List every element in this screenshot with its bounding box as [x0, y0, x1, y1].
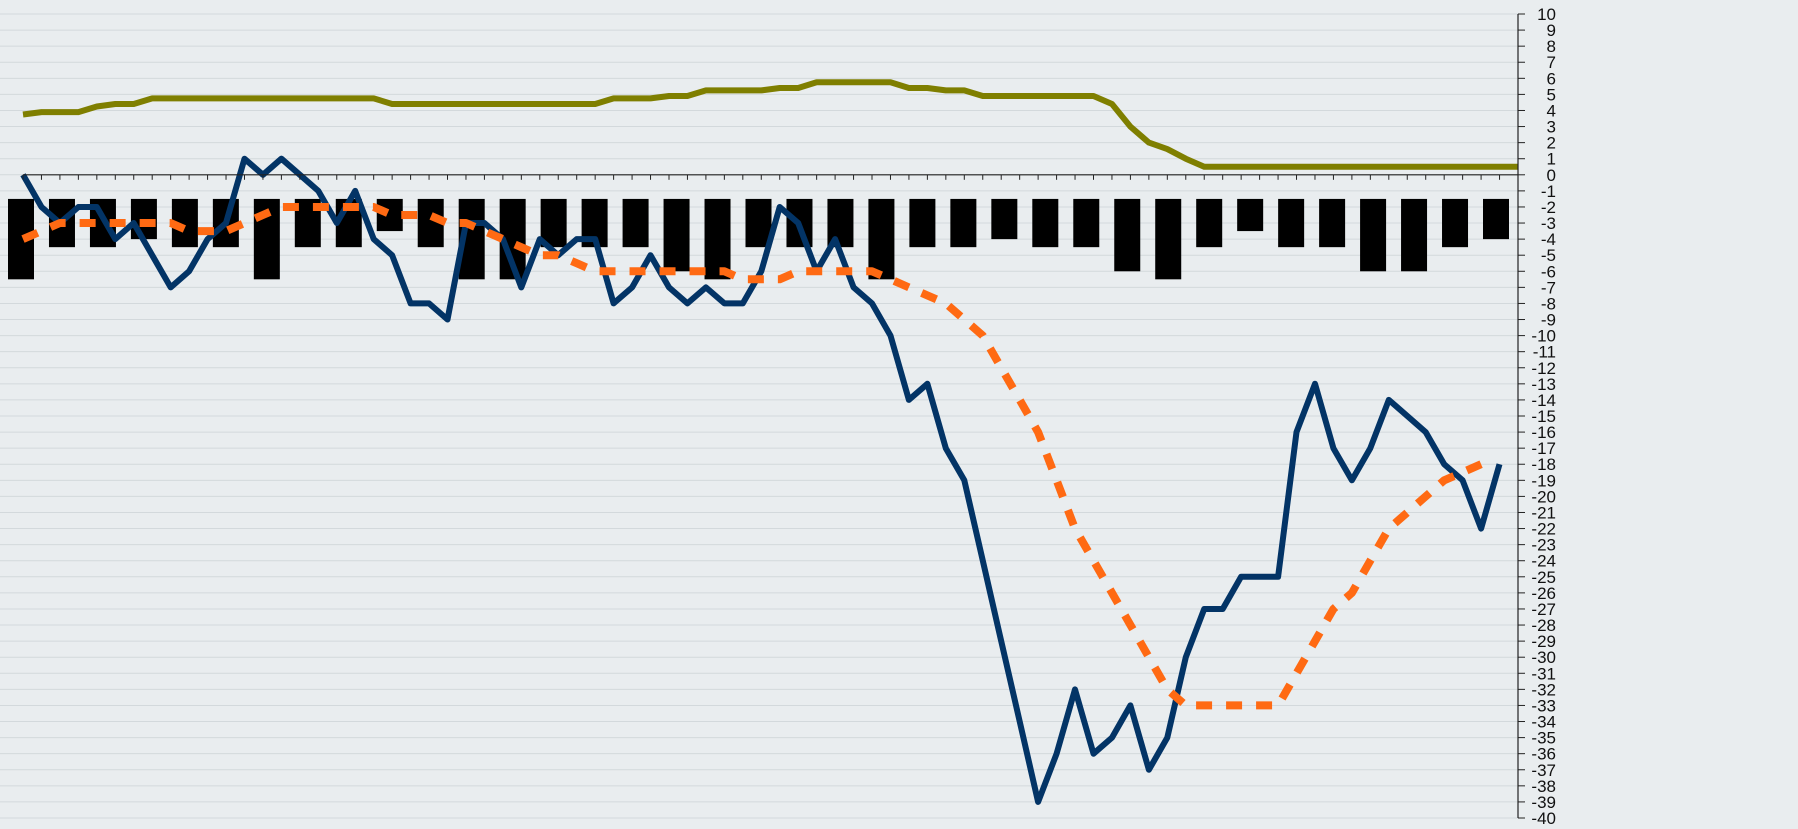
bar — [950, 198, 977, 248]
y-tick-label: 1 — [1547, 150, 1556, 169]
series-line — [21, 203, 1483, 710]
y-tick-label: -4 — [1541, 230, 1556, 249]
y-tick-label: -3 — [1541, 214, 1556, 233]
series-line — [22, 79, 1518, 170]
y-tick-label: 5 — [1547, 85, 1556, 104]
y-tick-label: 6 — [1547, 69, 1556, 88]
bar — [1442, 198, 1469, 248]
y-tick-label: -12 — [1531, 359, 1556, 378]
bar — [1155, 198, 1182, 280]
bar — [1319, 198, 1346, 248]
y-tick-label: -23 — [1531, 536, 1556, 555]
y-tick-label: -8 — [1541, 294, 1556, 313]
bar — [1237, 198, 1264, 232]
y-tick-label: -13 — [1531, 375, 1556, 394]
y-tick-label: 8 — [1547, 37, 1556, 56]
y-tick-label: -21 — [1531, 503, 1556, 522]
y-tick-label: -24 — [1531, 552, 1556, 571]
y-tick-label: -30 — [1531, 648, 1556, 667]
y-tick-label: -31 — [1531, 664, 1556, 683]
bar — [1032, 198, 1059, 248]
y-tick-label: -32 — [1531, 680, 1556, 699]
y-tick-label: -40 — [1531, 809, 1556, 828]
y-tick-label: 2 — [1547, 134, 1556, 153]
y-tick-label: -19 — [1531, 471, 1556, 490]
y-tick-label: 4 — [1547, 101, 1556, 120]
bar — [540, 198, 567, 248]
y-tick-label: -33 — [1531, 696, 1556, 715]
y-tick-label: -34 — [1531, 713, 1556, 732]
y-tick-label: 3 — [1547, 118, 1556, 137]
y-tick-label: -17 — [1531, 439, 1556, 458]
bar — [1196, 198, 1223, 248]
y-tick-label: -22 — [1531, 520, 1556, 539]
y-tick-label: -9 — [1541, 311, 1556, 330]
y-tick-label: 7 — [1547, 53, 1556, 72]
bar-series — [8, 198, 1509, 280]
y-tick-label: -27 — [1531, 600, 1556, 619]
bar — [1483, 198, 1509, 240]
y-tick-label: -2 — [1541, 198, 1556, 217]
y-tick-label: -1 — [1541, 182, 1556, 201]
y-tick-label: -18 — [1531, 455, 1556, 474]
bar — [745, 198, 772, 248]
y-tick-label: 9 — [1547, 21, 1556, 40]
y-tick-label: -7 — [1541, 278, 1556, 297]
bar — [909, 198, 936, 248]
y-tick-label: 10 — [1537, 5, 1556, 24]
y-tick-label: -26 — [1531, 584, 1556, 603]
bar — [1401, 198, 1428, 272]
y-tick-label: -36 — [1531, 745, 1556, 764]
y-tick-label: -6 — [1541, 262, 1556, 281]
y-tick-label: -38 — [1531, 777, 1556, 796]
gridlines — [0, 13, 1518, 819]
y-tick-label: -16 — [1531, 423, 1556, 442]
bar — [991, 198, 1018, 240]
bar — [1073, 198, 1100, 248]
y-tick-label: -39 — [1531, 793, 1556, 812]
series-line — [20, 155, 1503, 805]
y-tick-label: -29 — [1531, 632, 1556, 651]
y-tick-label: -20 — [1531, 487, 1556, 506]
y-tick-label: -5 — [1541, 246, 1556, 265]
y-tick-label: -35 — [1531, 729, 1556, 748]
bar — [1278, 198, 1305, 248]
bar — [622, 198, 649, 248]
bar — [663, 198, 690, 272]
bar — [376, 198, 403, 232]
y-tick-label: -15 — [1531, 407, 1556, 426]
y-tick-label: -37 — [1531, 761, 1556, 780]
y-tick-label: -10 — [1531, 327, 1556, 346]
bar — [704, 198, 731, 280]
bar — [1114, 198, 1141, 272]
y-tick-label: 0 — [1547, 166, 1556, 185]
y-tick-label: -11 — [1533, 343, 1556, 362]
line-series — [20, 79, 1518, 805]
y-tick-label: -28 — [1531, 616, 1556, 635]
bar — [1360, 198, 1387, 272]
y-tick-label: -14 — [1531, 391, 1556, 410]
bar — [868, 198, 895, 280]
y-axis: 109876543210-1-2-3-4-5-6-7-8-9-10-11-12-… — [22, 5, 1556, 828]
y-tick-label: -25 — [1531, 568, 1556, 587]
